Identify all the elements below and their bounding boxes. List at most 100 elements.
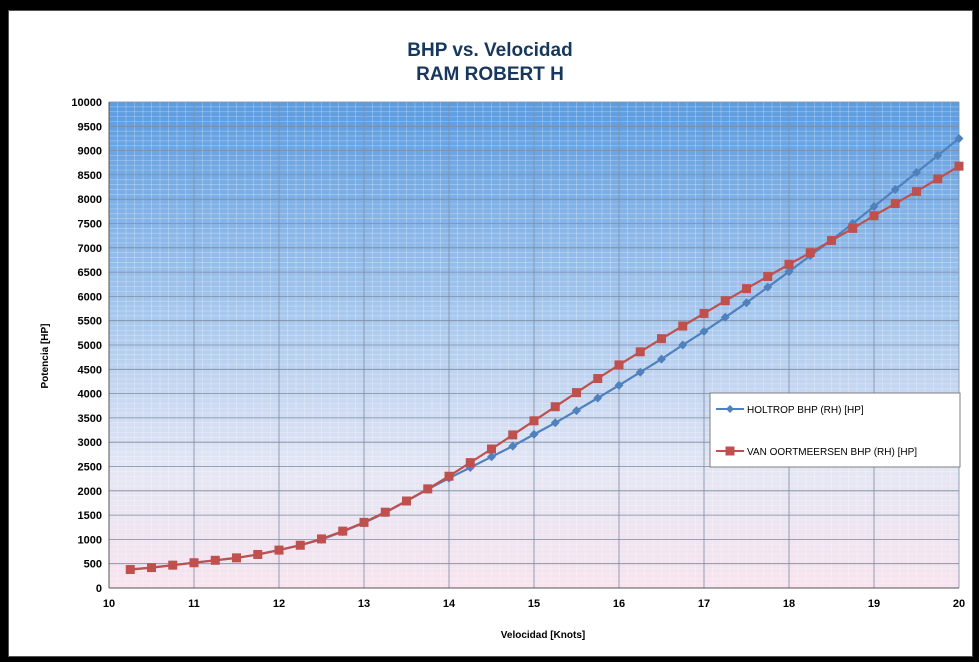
chart-frame: BHP vs. Velocidad RAM ROBERT H 0 500 1000 1… (8, 10, 973, 657)
data-point-diamond (912, 167, 921, 177)
data-point-square (232, 553, 241, 563)
y-tick-label: 2500 (78, 462, 102, 474)
data-point-diamond (529, 429, 539, 439)
data-point-square (678, 321, 688, 331)
y-tick-label: 4500 (78, 364, 102, 376)
legend-marker-van-oortmeersen (725, 446, 735, 456)
y-tick-label: 3500 (78, 413, 102, 425)
data-point-diamond (742, 298, 751, 308)
x-tick-label: 12 (273, 598, 285, 610)
y-tick-label: 8000 (78, 194, 102, 206)
data-point-diamond (720, 312, 730, 322)
x-tick-label: 19 (868, 598, 880, 610)
x-tick-label: 10 (103, 598, 115, 610)
y-tick-label: 9500 (78, 121, 102, 133)
data-point-square (720, 296, 730, 306)
y-tick-label: 10000 (71, 97, 102, 109)
y-tick-label: 6500 (78, 267, 102, 279)
data-point-square (635, 347, 645, 357)
data-point-diamond (487, 452, 496, 462)
y-tick-label: 2000 (78, 486, 102, 498)
data-point-square (933, 174, 943, 184)
data-point-square (763, 271, 773, 281)
data-point-diamond (657, 354, 666, 364)
y-tick-label: 7500 (78, 219, 102, 231)
data-point-square (805, 248, 815, 258)
legend-box (709, 392, 961, 468)
data-point-square (657, 334, 666, 344)
data-point-diamond (678, 340, 688, 350)
legend: HOLTROP BHP (RH) [HP] VAN OORTMEERSEN BH… (709, 392, 961, 468)
x-tick-labels: 10 11 12 13 14 15 16 17 18 19 20 (103, 598, 965, 610)
data-point-square (338, 526, 348, 536)
data-point-diamond (699, 326, 709, 336)
data-point-square (529, 416, 539, 426)
data-point-square (444, 471, 454, 481)
data-point-diamond (593, 393, 603, 403)
data-point-square (848, 223, 858, 233)
y-tick-label: 8500 (78, 170, 102, 182)
data-point-square (614, 360, 624, 370)
y-tick-label: 500 (84, 559, 102, 571)
y-tick-labels: 0 500 1000 1500 2000 2500 3000 3500 4000 4500 5000… (71, 97, 102, 595)
data-point-diamond (954, 133, 964, 143)
x-tick-label: 13 (358, 598, 370, 610)
data-point-diamond (508, 441, 518, 451)
y-tick-label: 9000 (78, 146, 102, 158)
data-point-square (168, 560, 178, 570)
y-tick-label: 1500 (78, 510, 102, 522)
data-point-diamond (869, 201, 879, 211)
data-point-square (465, 458, 475, 468)
data-point-diamond (933, 150, 943, 160)
x-tick-label: 20 (953, 598, 965, 610)
data-point-square (827, 236, 836, 246)
y-tick-label: 7000 (78, 243, 102, 255)
x-tick-label: 14 (443, 598, 456, 610)
data-point-square (869, 211, 879, 221)
y-tick-label: 1000 (78, 534, 102, 546)
data-point-square (572, 388, 581, 398)
x-tick-label: 15 (528, 598, 540, 610)
data-point-square (359, 517, 369, 527)
x-tick-label: 17 (698, 598, 710, 610)
data-point-square (402, 496, 411, 506)
data-point-square (912, 186, 921, 196)
data-point-square (890, 199, 900, 209)
data-point-square (487, 444, 496, 454)
data-point-square (274, 545, 284, 555)
data-point-diamond (784, 267, 794, 277)
chart-title: BHP vs. Velocidad (407, 40, 572, 61)
data-point-square (784, 259, 794, 269)
y-tick-label: 5000 (78, 340, 102, 352)
y-axis-label: Potencia [HP] (40, 323, 51, 388)
chart-subtitle: RAM ROBERT H (416, 64, 564, 85)
x-axis-label: Velocidad [Knots] (501, 630, 585, 641)
data-point-diamond (550, 418, 560, 428)
data-point-square (147, 563, 156, 573)
data-point-diamond (635, 367, 645, 377)
data-point-square (954, 161, 964, 171)
x-tick-label: 11 (188, 598, 200, 610)
x-tick-label: 16 (613, 598, 625, 610)
series-group (125, 133, 964, 575)
data-point-square (699, 308, 709, 318)
y-tick-label: 6000 (78, 291, 102, 303)
data-point-square (189, 558, 199, 568)
data-point-square (125, 565, 135, 575)
data-point-diamond (614, 380, 624, 390)
axes (108, 102, 959, 589)
data-point-square (593, 374, 603, 384)
series-line-1 (130, 165, 960, 571)
legend-marker-holtrop (726, 405, 734, 413)
y-tick-label: 4000 (78, 389, 102, 401)
chart: BHP vs. Velocidad RAM ROBERT H 0 500 1000 1… (40, 40, 965, 641)
data-point-square (550, 402, 560, 412)
data-point-diamond (572, 406, 581, 416)
data-point-diamond (763, 282, 773, 292)
y-tick-label: 0 (96, 583, 102, 595)
data-point-square (380, 507, 390, 517)
x-tick-label: 18 (783, 598, 795, 610)
data-point-square (508, 430, 518, 440)
y-tick-label: 5500 (78, 316, 102, 328)
data-point-square (423, 484, 433, 494)
